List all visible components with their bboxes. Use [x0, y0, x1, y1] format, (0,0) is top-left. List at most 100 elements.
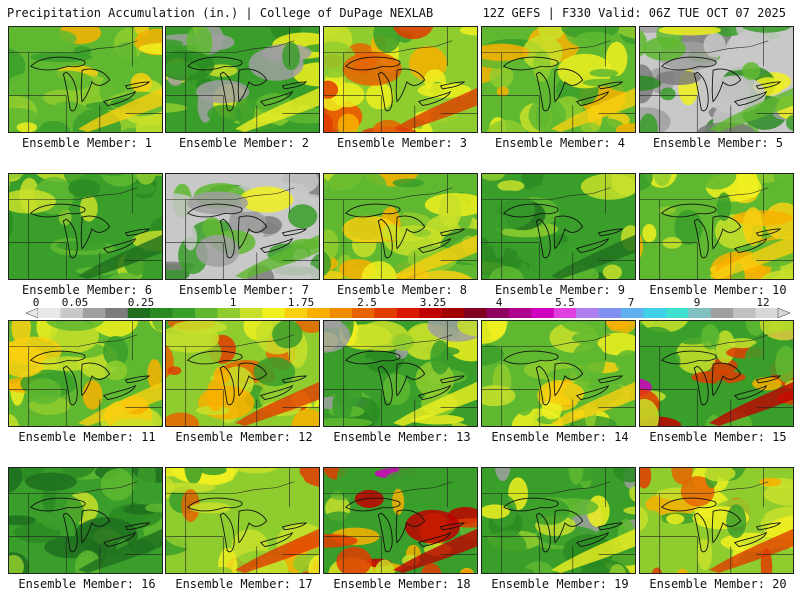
colorbar-swatch	[553, 308, 577, 318]
colorbar-swatch	[105, 308, 128, 318]
precip-blob	[517, 240, 565, 266]
precip-blob	[653, 174, 672, 187]
precip-blob	[609, 563, 626, 573]
precip-blob	[189, 502, 232, 514]
ensemble-member-label: Ensemble Member: 2	[178, 136, 310, 150]
precip-blob	[647, 547, 680, 567]
great-lakes-outline	[693, 512, 709, 553]
precip-blob	[152, 321, 162, 331]
ensemble-map-panel	[8, 467, 163, 574]
precip-blob	[336, 468, 364, 500]
precip-blob	[497, 180, 525, 192]
precip-blob	[103, 204, 132, 229]
precip-blob	[112, 418, 156, 426]
precip-blob	[640, 234, 644, 258]
colorbar-min-arrow	[26, 308, 39, 318]
great-lakes-outline	[733, 384, 768, 400]
colorbar-swatch	[262, 308, 285, 318]
colorbar-swatch	[150, 308, 173, 318]
great-lakes-outline	[124, 522, 151, 531]
precip-blob	[324, 27, 340, 37]
great-lakes-outline	[439, 81, 466, 90]
ensemble-map-panel	[481, 467, 636, 574]
ensemble-map-panel	[639, 26, 794, 133]
great-lakes-outline	[80, 215, 111, 250]
precip-band	[551, 528, 635, 573]
precip-blob	[354, 489, 384, 508]
precip-band	[393, 528, 477, 573]
precip-map	[640, 468, 793, 573]
great-lakes-outline	[439, 375, 466, 384]
great-lakes-outline	[439, 228, 466, 237]
border-line	[482, 40, 611, 53]
precip-blob	[108, 272, 143, 279]
precip-blob	[114, 42, 138, 66]
great-lakes-outline	[259, 90, 294, 106]
precip-blob	[342, 215, 397, 244]
precip-blob	[374, 559, 395, 573]
precip-blob	[543, 381, 585, 405]
precip-blob	[158, 553, 162, 567]
precip-blob	[640, 468, 652, 489]
colorbar-swatch	[82, 308, 106, 318]
precip-blob	[742, 207, 764, 246]
great-lakes-outline	[186, 350, 243, 365]
precip-blob	[615, 350, 635, 374]
colorbar-swatch	[710, 308, 734, 318]
precip-blob	[183, 225, 198, 251]
precip-blob	[703, 468, 736, 482]
colorbar-swatch	[441, 308, 465, 318]
colorbar-swatch	[419, 308, 442, 318]
precip-map	[9, 27, 162, 132]
ensemble-member-label: Ensemble Member: 1	[21, 136, 153, 150]
border-line	[482, 334, 611, 347]
precip-band	[235, 87, 319, 132]
precip-band	[78, 234, 162, 279]
border-line	[640, 334, 769, 347]
precip-blob	[430, 340, 451, 375]
precip-blob	[9, 468, 23, 493]
precip-map	[166, 174, 319, 279]
colorbar-swatch	[307, 308, 330, 318]
precip-blob	[308, 554, 319, 573]
precip-blob	[660, 87, 676, 101]
precip-blob	[324, 251, 332, 276]
great-lakes-outline	[259, 531, 294, 547]
precip-blob	[597, 332, 635, 356]
precip-blob	[26, 378, 62, 405]
precip-blob	[658, 206, 676, 215]
precip-band	[393, 234, 477, 279]
precip-band	[78, 528, 162, 573]
precip-blob	[486, 119, 527, 132]
precip-blob	[559, 321, 606, 333]
colorbar-swatch	[396, 308, 420, 318]
precip-blob	[457, 321, 477, 337]
ensemble-member-label: Ensemble Member: 17	[175, 577, 313, 591]
ensemble-member-label: Ensemble Member: 19	[491, 577, 629, 591]
precip-blob	[602, 264, 622, 279]
great-lakes-outline	[575, 531, 610, 547]
precip-blob	[335, 377, 362, 408]
precip-band	[78, 381, 162, 426]
precip-blob	[404, 509, 461, 544]
precip-blob	[716, 192, 732, 222]
precip-blob	[195, 235, 240, 268]
precip-blob	[324, 229, 339, 260]
ensemble-member-label: Ensemble Member: 14	[491, 430, 629, 444]
ensemble-map-panel	[8, 26, 163, 133]
ensemble-map-panel	[165, 26, 320, 133]
great-lakes-outline	[29, 56, 86, 71]
great-lakes-outline	[102, 531, 137, 547]
precip-blob	[741, 62, 761, 80]
precip-blob	[9, 226, 41, 262]
precip-blob	[421, 563, 442, 573]
precip-blob	[207, 104, 243, 124]
colorbar-swatch	[194, 308, 218, 318]
border-line	[482, 481, 611, 494]
precip-blob	[412, 270, 473, 279]
great-lakes-outline	[660, 350, 717, 365]
precip-blob	[135, 111, 162, 132]
precip-blob	[324, 80, 339, 99]
precip-blob	[568, 468, 584, 485]
colorbar-swatch	[755, 308, 779, 318]
